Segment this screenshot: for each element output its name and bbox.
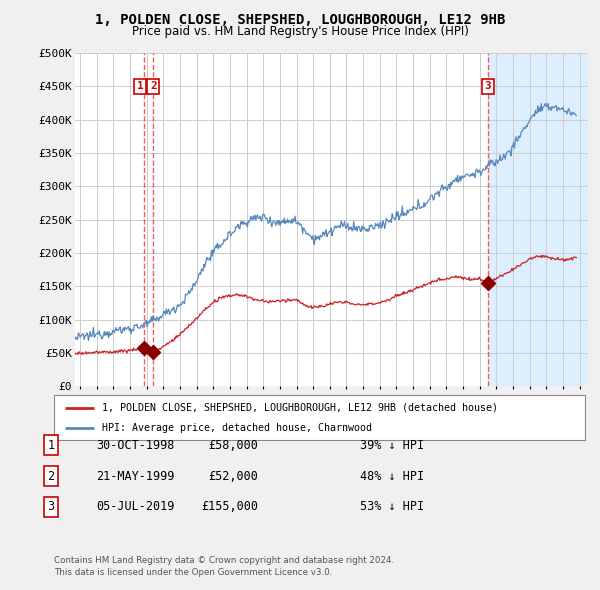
Text: 1: 1 (47, 439, 55, 452)
Text: 1, POLDEN CLOSE, SHEPSHED, LOUGHBOROUGH, LE12 9HB (detached house): 1, POLDEN CLOSE, SHEPSHED, LOUGHBOROUGH,… (102, 403, 498, 412)
Text: £58,000: £58,000 (208, 439, 258, 452)
Text: 1: 1 (137, 81, 143, 91)
Text: 48% ↓ HPI: 48% ↓ HPI (360, 470, 424, 483)
Text: £155,000: £155,000 (201, 500, 258, 513)
Text: £52,000: £52,000 (208, 470, 258, 483)
Text: Contains HM Land Registry data © Crown copyright and database right 2024.
This d: Contains HM Land Registry data © Crown c… (54, 556, 394, 577)
Text: 2: 2 (47, 470, 55, 483)
Text: 30-OCT-1998: 30-OCT-1998 (96, 439, 175, 452)
Text: 05-JUL-2019: 05-JUL-2019 (96, 500, 175, 513)
Text: HPI: Average price, detached house, Charnwood: HPI: Average price, detached house, Char… (102, 424, 372, 434)
Text: 1, POLDEN CLOSE, SHEPSHED, LOUGHBOROUGH, LE12 9HB: 1, POLDEN CLOSE, SHEPSHED, LOUGHBOROUGH,… (95, 13, 505, 27)
Text: Price paid vs. HM Land Registry's House Price Index (HPI): Price paid vs. HM Land Registry's House … (131, 25, 469, 38)
Text: 39% ↓ HPI: 39% ↓ HPI (360, 439, 424, 452)
Bar (488, 53, 600, 386)
Text: 21-MAY-1999: 21-MAY-1999 (96, 470, 175, 483)
Text: 53% ↓ HPI: 53% ↓ HPI (360, 500, 424, 513)
Text: 3: 3 (485, 81, 491, 91)
Text: 3: 3 (47, 500, 55, 513)
Text: 2: 2 (150, 81, 157, 91)
